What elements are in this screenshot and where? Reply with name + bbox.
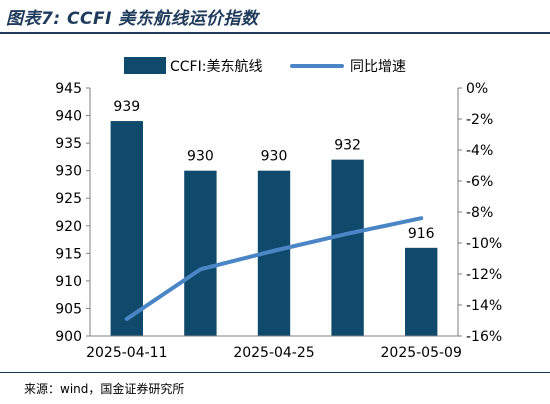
legend-label-line: 同比增速	[350, 59, 406, 75]
right-tick-label: 0%	[466, 81, 488, 97]
left-tick-label: 900	[55, 329, 82, 345]
source-note: 来源：wind，国金证券研究所	[24, 382, 185, 396]
bar-data-label: 930	[187, 149, 214, 165]
right-tick-label: -2%	[466, 112, 493, 128]
source-rule	[0, 372, 550, 373]
chart-title: 图表7: CCFI 美东航线运价指数	[6, 9, 259, 29]
left-tick-label: 930	[55, 164, 82, 180]
right-tick-label: -10%	[466, 236, 502, 252]
bar	[405, 247, 438, 336]
right-tick-label: -4%	[466, 143, 493, 159]
left-tick-label: 905	[55, 301, 82, 317]
left-tick-label: 940	[55, 109, 82, 125]
left-tick-label: 925	[55, 191, 82, 207]
right-tick-label: -6%	[466, 174, 493, 190]
title-rule	[0, 32, 550, 34]
bar-data-label: 939	[113, 99, 140, 115]
x-tick-label: 2025-04-11	[86, 345, 167, 361]
bar	[184, 170, 217, 336]
line-series	[124, 216, 424, 321]
x-tick-label: 2025-04-25	[233, 345, 314, 361]
left-tick-label: 915	[55, 246, 82, 262]
bar-data-label: 930	[261, 149, 288, 165]
right-tick-label: -12%	[466, 267, 502, 283]
legend-label-bar: CCFI:美东航线	[170, 59, 262, 75]
right-tick-label: -8%	[466, 205, 493, 221]
bar-data-label: 916	[408, 226, 435, 242]
axes: 900 905 910 915 920 925 930 935 940 945 -16% -14% -1…	[55, 81, 502, 361]
bar	[110, 121, 143, 336]
bar-series	[110, 121, 438, 336]
left-tick-label: 920	[55, 219, 82, 235]
left-tick-label: 910	[55, 274, 82, 290]
bar-data-label: 932	[334, 138, 361, 154]
bar-data-labels: 939 930 930 932 916	[113, 99, 434, 242]
bar	[331, 159, 364, 336]
right-tick-label: -16%	[466, 329, 502, 345]
legend: CCFI:美东航线 同比增速	[124, 57, 406, 75]
left-tick-label: 945	[55, 81, 82, 97]
legend-swatch-bar	[124, 57, 166, 74]
title-bar: 图表7: CCFI 美东航线运价指数	[0, 0, 550, 34]
x-tick-label: 2025-05-09	[381, 345, 462, 361]
left-tick-label: 935	[55, 136, 82, 152]
right-tick-label: -14%	[466, 298, 502, 314]
